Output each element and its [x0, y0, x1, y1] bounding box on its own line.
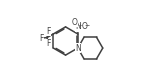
Text: F: F	[46, 27, 50, 36]
Text: N: N	[75, 44, 81, 53]
Text: −: −	[84, 22, 90, 27]
Text: O: O	[72, 18, 77, 27]
Text: O: O	[82, 22, 88, 31]
Text: N: N	[75, 22, 81, 31]
Text: F: F	[46, 39, 50, 48]
Text: F: F	[39, 34, 43, 43]
Text: +: +	[78, 23, 83, 28]
